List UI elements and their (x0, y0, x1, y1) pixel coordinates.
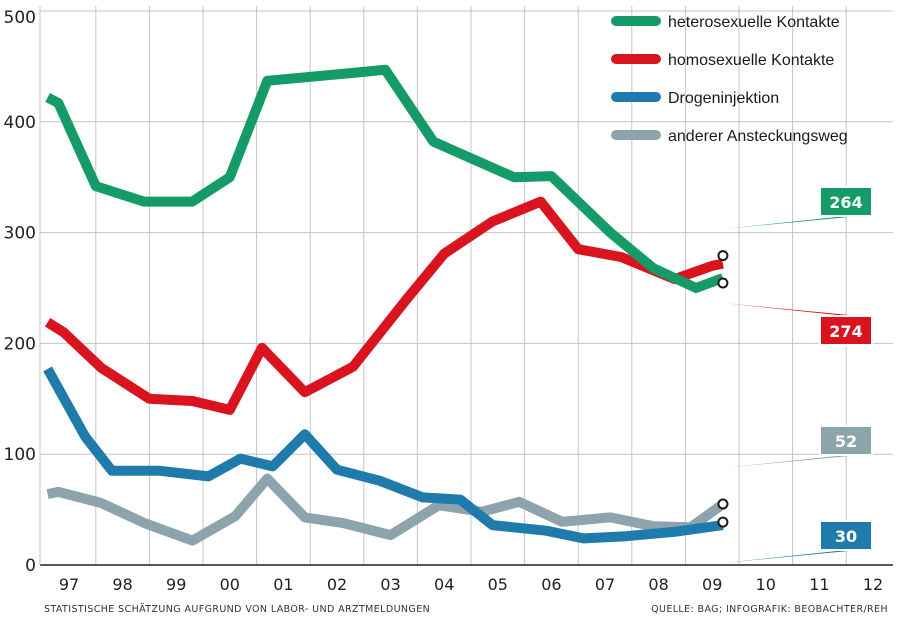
badge-homosexuelle-kontakte (819, 315, 873, 346)
x-tick-label: 03 (380, 575, 400, 594)
badge-pointer-heterosexuelle-kontakte (722, 215, 870, 229)
end-marker-drogeninjektion (717, 516, 729, 528)
badge-anderer-ansteckungsweg (819, 425, 873, 456)
x-tick-label: 11 (809, 575, 829, 594)
y-tick-label: 400 (4, 113, 36, 133)
legend-label-drogeninjektion: Drogeninjektion (668, 90, 779, 107)
end-marker-heterosexuelle-kontakte (717, 277, 729, 289)
series-lines (43, 64, 726, 546)
legend: heterosexuelle Kontakte homosexuelle Kont… (611, 14, 848, 145)
x-tick-label: 98 (112, 575, 132, 594)
y-tick-label: 0 (25, 556, 36, 576)
x-tick-label: 09 (702, 575, 722, 594)
x-tick-label: 02 (327, 575, 347, 594)
footnote-method: STATISTISCHE SCHÄTZUNG AUFGRUND VON LABO… (44, 604, 431, 615)
legend-label-homosexuelle-kontakte: homosexuelle Kontakte (668, 52, 834, 69)
y-tick-label: 200 (4, 334, 36, 354)
x-tick-label: 99 (166, 575, 186, 594)
badge-pointer-homosexuelle-kontakte (722, 303, 870, 317)
end-marker-homosexuelle-kontakte (717, 250, 729, 262)
series-line-drogeninjektion (43, 366, 724, 544)
legend-label-anderer-ansteckungsweg: anderer Ansteckungsweg (668, 128, 848, 145)
x-tick-label: 12 (863, 575, 883, 594)
y-axis-ticks: 0 100 200 300 400 500 (4, 8, 36, 576)
legend-label-heterosexuelle-kontakte: heterosexuelle Kontakte (668, 14, 840, 31)
x-tick-label: 08 (648, 575, 668, 594)
badge-drogeninjektion (819, 520, 873, 551)
badge-value-drogeninjektion: 30 (835, 527, 857, 546)
x-tick-label: 00 (220, 575, 240, 594)
x-tick-label: 04 (434, 575, 454, 594)
end-marker-anderer-ansteckungsweg (717, 498, 729, 510)
series-line-homosexuelle-kontakte (44, 196, 724, 415)
y-tick-label: 100 (4, 445, 36, 465)
x-tick-label: 10 (756, 575, 776, 594)
badge-heterosexuelle-kontakte (819, 186, 873, 217)
badge-value-heterosexuelle-kontakte: 264 (829, 193, 862, 212)
x-tick-label: 06 (541, 575, 561, 594)
y-tick-label: 300 (4, 224, 36, 244)
x-tick-label: 01 (273, 575, 293, 594)
badge-value-anderer-ansteckungsweg: 52 (835, 432, 857, 451)
x-tick-label: 97 (59, 575, 79, 594)
x-tick-label: 07 (595, 575, 615, 594)
badge-value-homosexuelle-kontakte: 274 (829, 322, 862, 341)
x-tick-label: 05 (488, 575, 508, 594)
badge-pointer-anderer-ansteckungsweg (722, 454, 870, 468)
footnote-source: QUELLE: BAG; INFOGRAFIK: BEOBACHTER/REH (651, 604, 888, 615)
series-line-heterosexuelle-kontakte (45, 64, 725, 293)
series-line-anderer-ansteckungsweg (46, 473, 726, 546)
end-value-labels: 264 274 30 52 (717, 186, 873, 563)
x-axis: 97 98 99 00 01 02 03 04 05 06 07 08 09 10 11 12 (39, 6, 893, 594)
badge-pointer-drogeninjektion (722, 549, 870, 563)
y-tick-label: 500 (4, 8, 36, 28)
